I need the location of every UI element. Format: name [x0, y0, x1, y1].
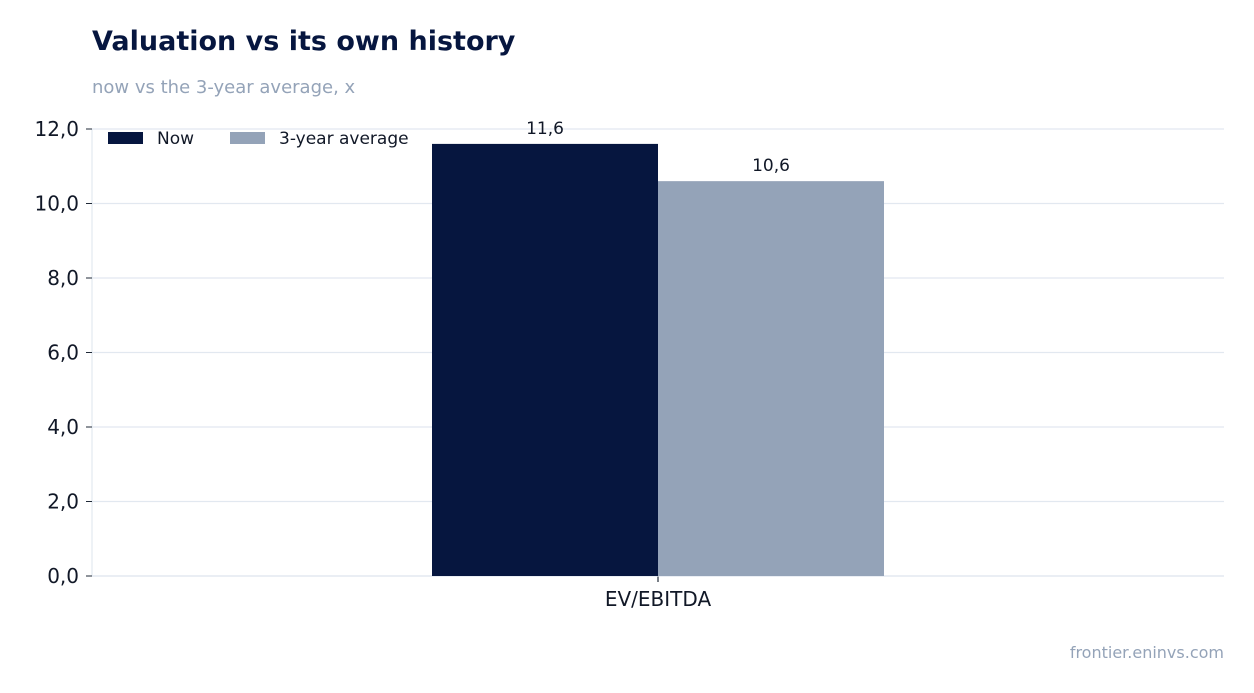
chart-subtitle: now vs the 3-year average, x: [92, 77, 356, 98]
bar-value-label: 10,6: [752, 156, 790, 176]
bar-value-label: 11,6: [526, 119, 564, 139]
y-tick-label: 2,0: [47, 490, 79, 514]
y-tick-label: 0,0: [47, 564, 79, 588]
legend-label: 3-year average: [279, 129, 409, 149]
bars: [432, 143, 884, 576]
legend-swatch: [108, 132, 143, 144]
bar-now: [432, 143, 658, 576]
chart-title: Valuation vs its own history: [92, 26, 516, 57]
legend: Now 3-year average: [108, 129, 409, 149]
bar-three-year-average: [658, 181, 884, 576]
legend-swatch: [230, 132, 265, 144]
x-tick-label: EV/EBITDA: [605, 587, 712, 611]
source-credit: frontier.eninvs.com: [1069, 643, 1224, 662]
y-tick-label: 4,0: [47, 415, 79, 439]
y-tick-label: 10,0: [34, 192, 79, 216]
y-tick-label: 8,0: [47, 266, 79, 290]
y-tick-label: 6,0: [47, 341, 79, 365]
legend-label: Now: [157, 129, 194, 149]
y-tick-label: 12,0: [34, 117, 79, 141]
data-labels: 11,6 10,6: [526, 119, 790, 176]
